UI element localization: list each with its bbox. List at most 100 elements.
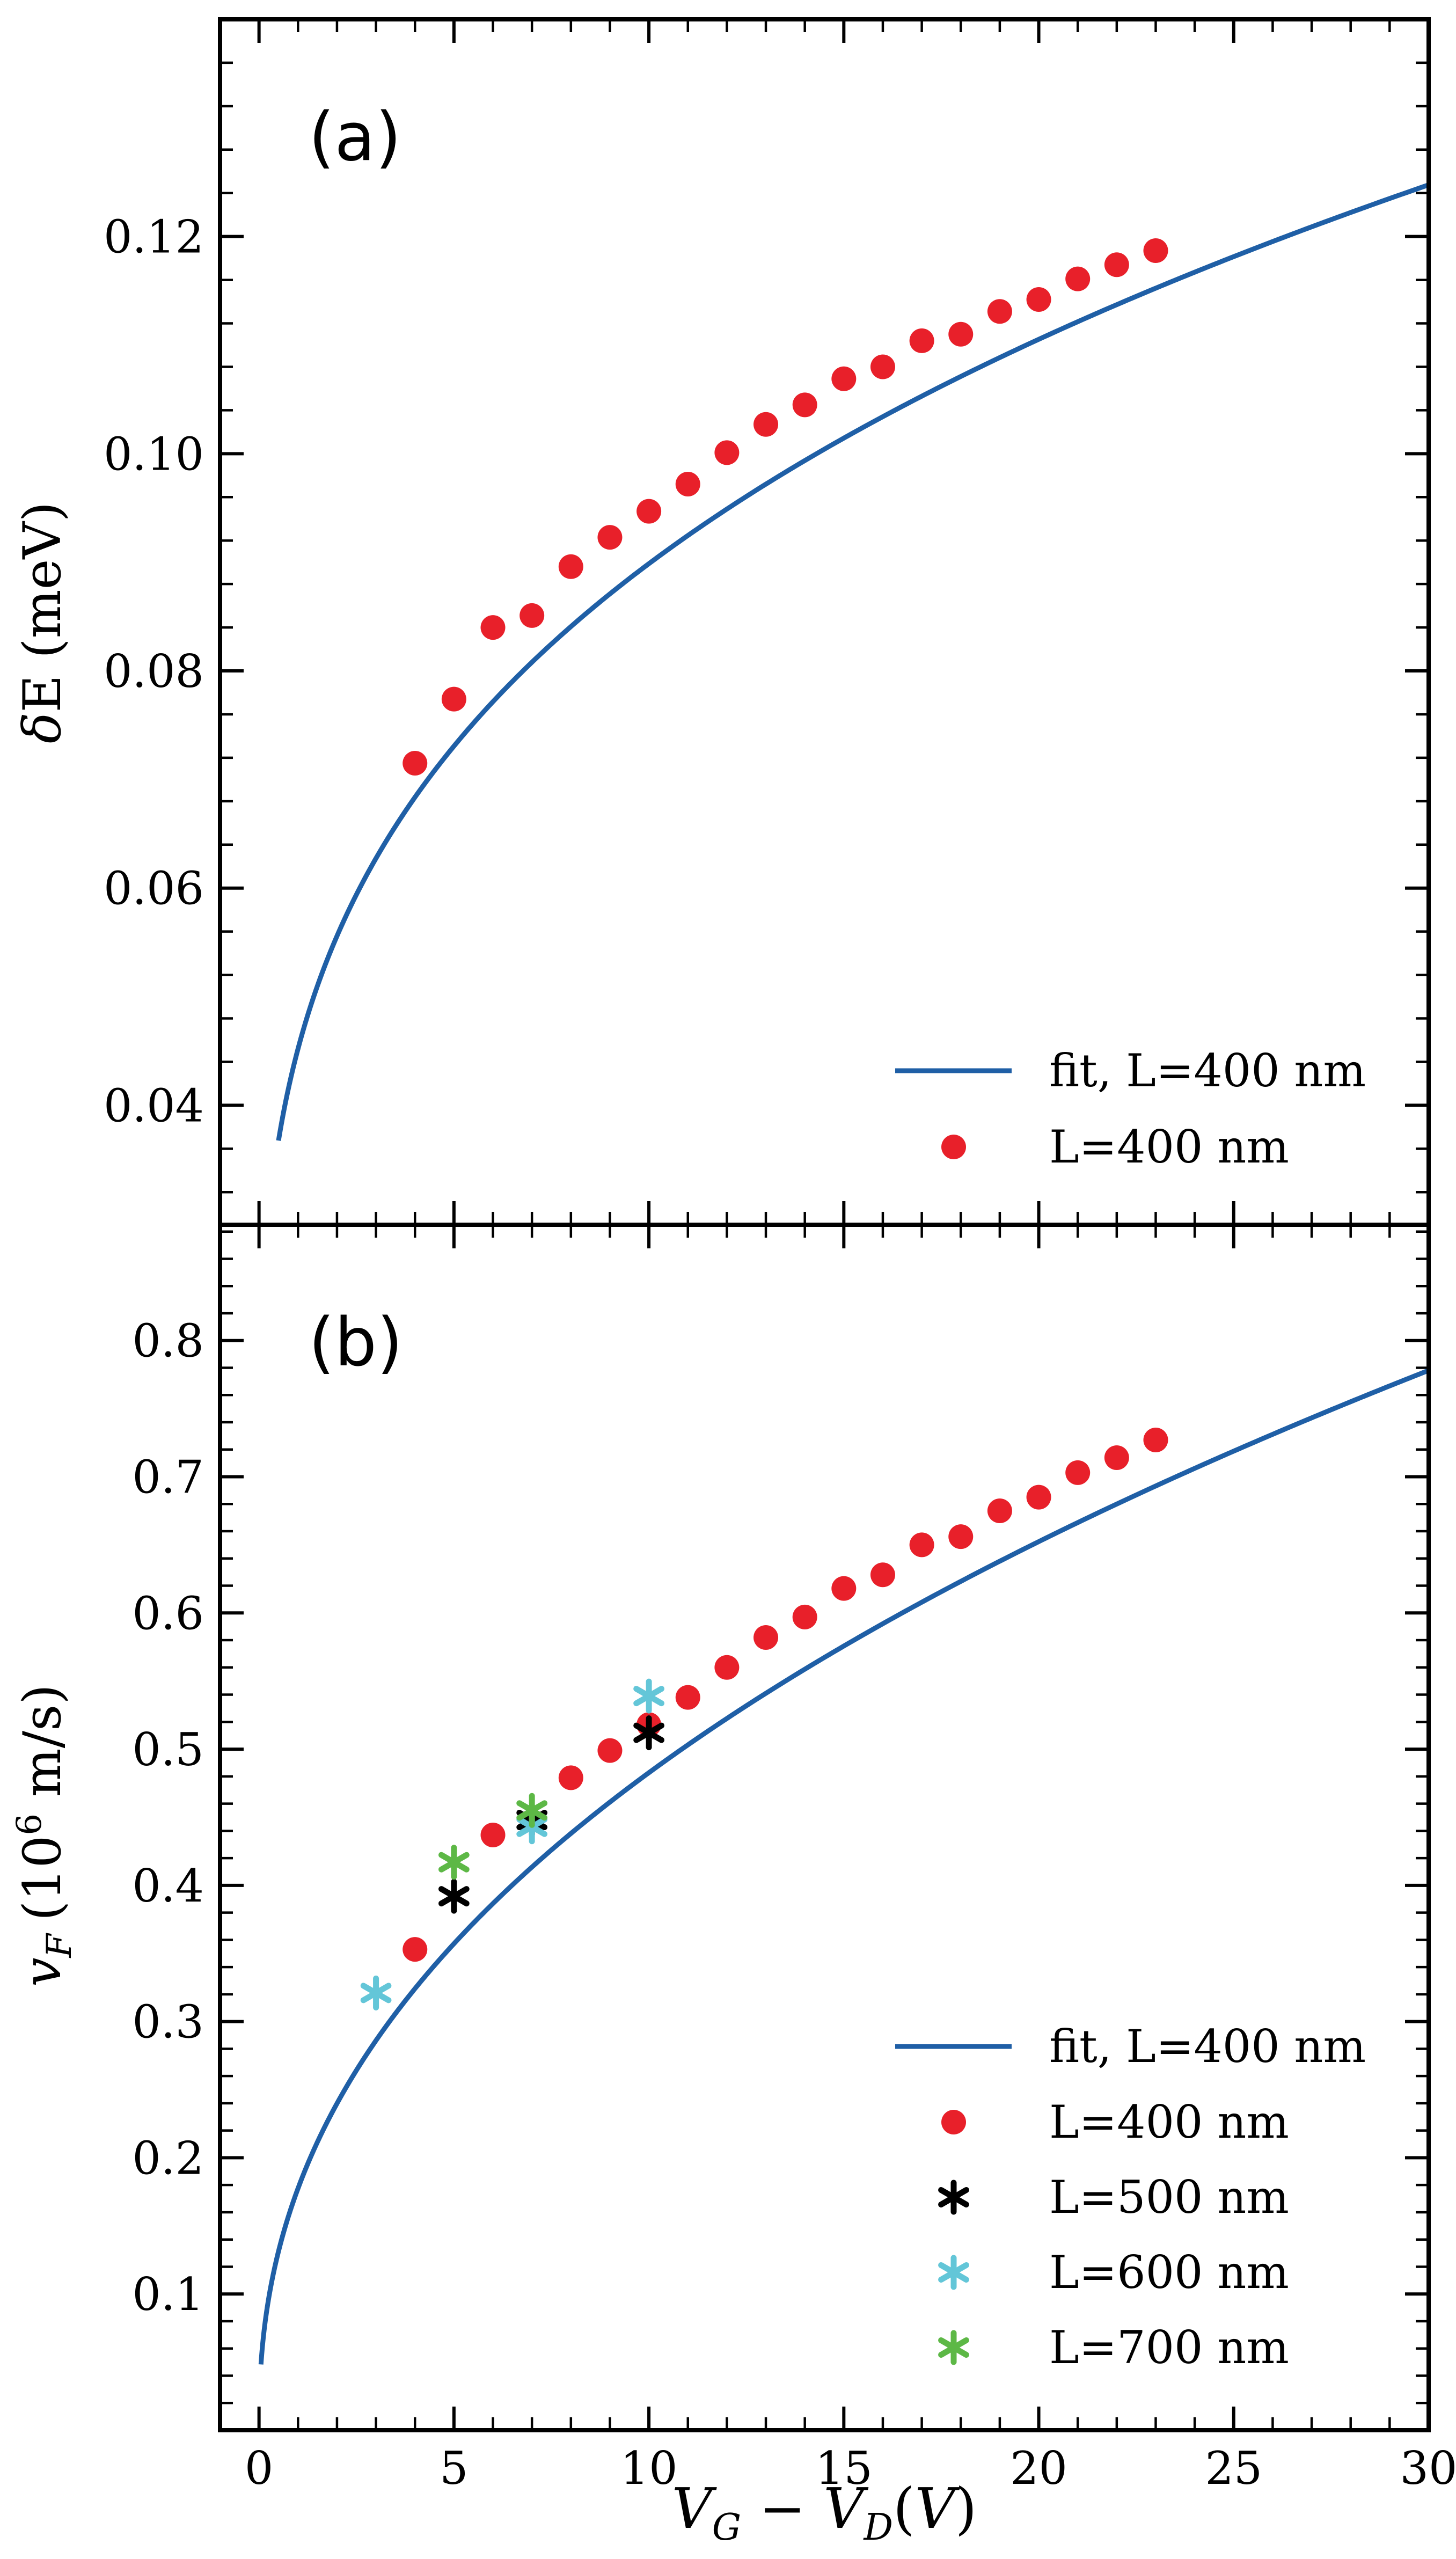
panel-b-point-l-400-nm <box>1104 1445 1129 1470</box>
panel-b-legend-label-l600: L=600 nm <box>1049 2246 1289 2299</box>
x-tick-label: 0 <box>245 2442 273 2495</box>
panel-b-point-l-400-nm <box>831 1576 857 1601</box>
panel-b-point-l-400-nm <box>403 1937 428 1962</box>
panel-a-y-tick-label: 0.12 <box>104 211 204 264</box>
x-axis-label-v: V <box>672 2476 717 2541</box>
panel-b-y-tick-label: 0.6 <box>132 1587 204 1640</box>
panel-b-data-points <box>360 1427 1168 2010</box>
panel-b-point-l-700-nm <box>438 1845 470 1880</box>
panel-b-label: (b) <box>309 1304 403 1381</box>
panel-b-y-axis-label-subscript: F <box>40 1933 79 1958</box>
x-axis-label-minus: − <box>741 2476 823 2541</box>
panel-b-legend-marker <box>941 2110 966 2134</box>
panel-a-legend-label-l400: L=400 nm <box>1049 1121 1289 1173</box>
panel-b-point-l-400-nm <box>558 1765 583 1790</box>
panel-b-fit-layer <box>258 1368 1430 2366</box>
x-axis-label-v2: V <box>823 2476 868 2541</box>
panel-a-point-l-400-nm <box>403 751 428 776</box>
x-tick-label: 30 <box>1400 2442 1456 2495</box>
panel-b-legend-label-l500: L=500 nm <box>1049 2171 1289 2224</box>
x-tick-label: 15 <box>815 2442 873 2495</box>
panel-b-legend-label-l400: L=400 nm <box>1049 2096 1289 2148</box>
panel-b-point-l-500-nm <box>438 1878 470 1914</box>
panel-b-y-axis-label-symbol: v <box>12 1958 72 1987</box>
panel-a-y-axis-label-text: E (meV) <box>12 502 72 713</box>
panel-a-point-l-400-nm <box>1026 287 1051 312</box>
panel-b-point-l-400-nm <box>714 1655 740 1680</box>
panel-b-y-axis-label-unit: (10 <box>12 1836 72 1921</box>
panel-b-y-axis-label: vF (106 m/s) <box>10 1684 79 1987</box>
panel-b-y-tick-label: 0.4 <box>132 1860 204 1912</box>
panel-b-point-l-400-nm <box>1065 1460 1091 1485</box>
panel-a-point-l-400-nm <box>714 440 740 465</box>
panel-a-y-axis-label: δE (meV) <box>12 502 72 743</box>
panel-b-fit-curve <box>258 1368 1430 2366</box>
panel-b-point-l-400-nm <box>480 1822 506 1847</box>
panel-a-point-l-400-nm <box>636 499 662 524</box>
panel-b-legend-marker-l500 <box>938 2180 969 2215</box>
panel-a-point-l-400-nm <box>948 321 974 347</box>
panel-a-tick-labels: 0.04 0.06 0.08 0.10 0.12 <box>104 211 204 1132</box>
panel-b-y-tick-label: 0.3 <box>132 1996 204 2049</box>
panel-b-legend-fit-label: fit, L=400 nm <box>1049 2020 1366 2073</box>
panel-a-point-l-400-nm <box>1065 266 1091 291</box>
panel-a-point-l-400-nm <box>909 328 934 353</box>
panel-b-point-l-600-nm <box>633 1678 664 1714</box>
panel-b-legend-marker-l600 <box>938 2255 969 2290</box>
x-axis-label-open-paren: ( <box>893 2476 915 2541</box>
panel-b-y-axis-label-exponent: 6 <box>10 1814 49 1836</box>
panel-a-point-l-400-nm <box>792 392 817 418</box>
panel-b-point-l-400-nm <box>987 1498 1012 1523</box>
panel-b-point-l-400-nm <box>753 1625 779 1650</box>
panel-a-label: (a) <box>309 99 401 176</box>
panel-b-legend-marker-l400 <box>941 2110 966 2134</box>
panel-b-y-tick-label: 0.7 <box>132 1451 204 1504</box>
panel-a-legend-marker <box>941 1135 966 1159</box>
panel-a-y-tick-label: 0.08 <box>104 645 204 698</box>
x-axis-label: VG − VD(V) <box>672 2476 977 2549</box>
panel-a-point-l-400-nm <box>1104 252 1129 277</box>
panel-b-point-l-600-nm <box>360 1975 392 2010</box>
panel-a-point-l-400-nm <box>520 603 545 628</box>
x-tick-label: 10 <box>620 2442 678 2495</box>
panel-b-point-l-400-nm <box>909 1532 934 1558</box>
panel-b-y-tick-label: 0.8 <box>132 1315 204 1368</box>
panel-b-tick-labels: 0.1 0.2 0.3 0.4 0.5 0.6 0.7 0.8 0 5 10 15 20 25 30 <box>132 1315 1456 2495</box>
panel-a-data-points <box>403 238 1168 776</box>
x-tick-label: 20 <box>1010 2442 1067 2495</box>
panel-a-point-l-400-nm <box>831 366 857 391</box>
panel-a-point-l-400-nm <box>870 354 895 379</box>
panel-a: 0.04 0.06 0.08 0.10 0.12 (a) δE (meV) fit, L… <box>12 17 1431 1227</box>
panel-a-legend-marker-l400 <box>941 1135 966 1159</box>
panel-a-point-l-400-nm <box>1143 238 1168 263</box>
panel-b-legend: fit, L=400 nm L=400 nm L=500 nm L=600 nm… <box>895 2020 1366 2374</box>
panel-b-y-tick-label: 0.2 <box>132 2132 204 2184</box>
panel-b: 0.1 0.2 0.3 0.4 0.5 0.6 0.7 0.8 0 5 10 15 20 25 30 (b)… <box>10 1223 1456 2549</box>
panel-b-legend-marker <box>938 2180 969 2215</box>
panel-b-y-tick-label: 0.1 <box>132 2268 204 2321</box>
panel-b-legend-label-l700: L=700 nm <box>1049 2321 1289 2374</box>
panel-a-point-l-400-nm <box>597 525 623 550</box>
x-axis-label-unit: V <box>915 2476 960 2541</box>
x-axis-label-close-paren: ) <box>955 2476 977 2541</box>
panel-a-y-tick-label: 0.04 <box>104 1079 204 1132</box>
panel-a-y-axis-label-symbol: δ <box>12 712 72 743</box>
panel-b-point-l-400-nm <box>675 1685 700 1710</box>
panel-b-y-tick-label: 0.5 <box>132 1723 204 1776</box>
panel-b-point-l-400-nm <box>792 1604 817 1629</box>
panel-b-point-l-700-nm <box>516 1793 548 1828</box>
panel-a-point-l-400-nm <box>675 472 700 497</box>
x-tick-label: 5 <box>440 2442 468 2495</box>
panel-a-fit-curve <box>276 182 1430 1143</box>
panel-a-legend: fit, L=400 nm L=400 nm <box>895 1044 1366 1173</box>
panel-a-point-l-400-nm <box>987 299 1012 324</box>
panel-b-legend-marker <box>938 2330 969 2365</box>
panel-a-y-tick-label: 0.10 <box>104 428 204 480</box>
x-axis-label-sub-d: D <box>863 2506 894 2549</box>
panel-b-y-axis-label-unit-tail: m/s) <box>12 1684 72 1814</box>
panel-b-legend-marker <box>938 2255 969 2290</box>
panel-a-fit-layer <box>276 182 1430 1143</box>
panel-b-frame <box>218 1223 1431 2432</box>
